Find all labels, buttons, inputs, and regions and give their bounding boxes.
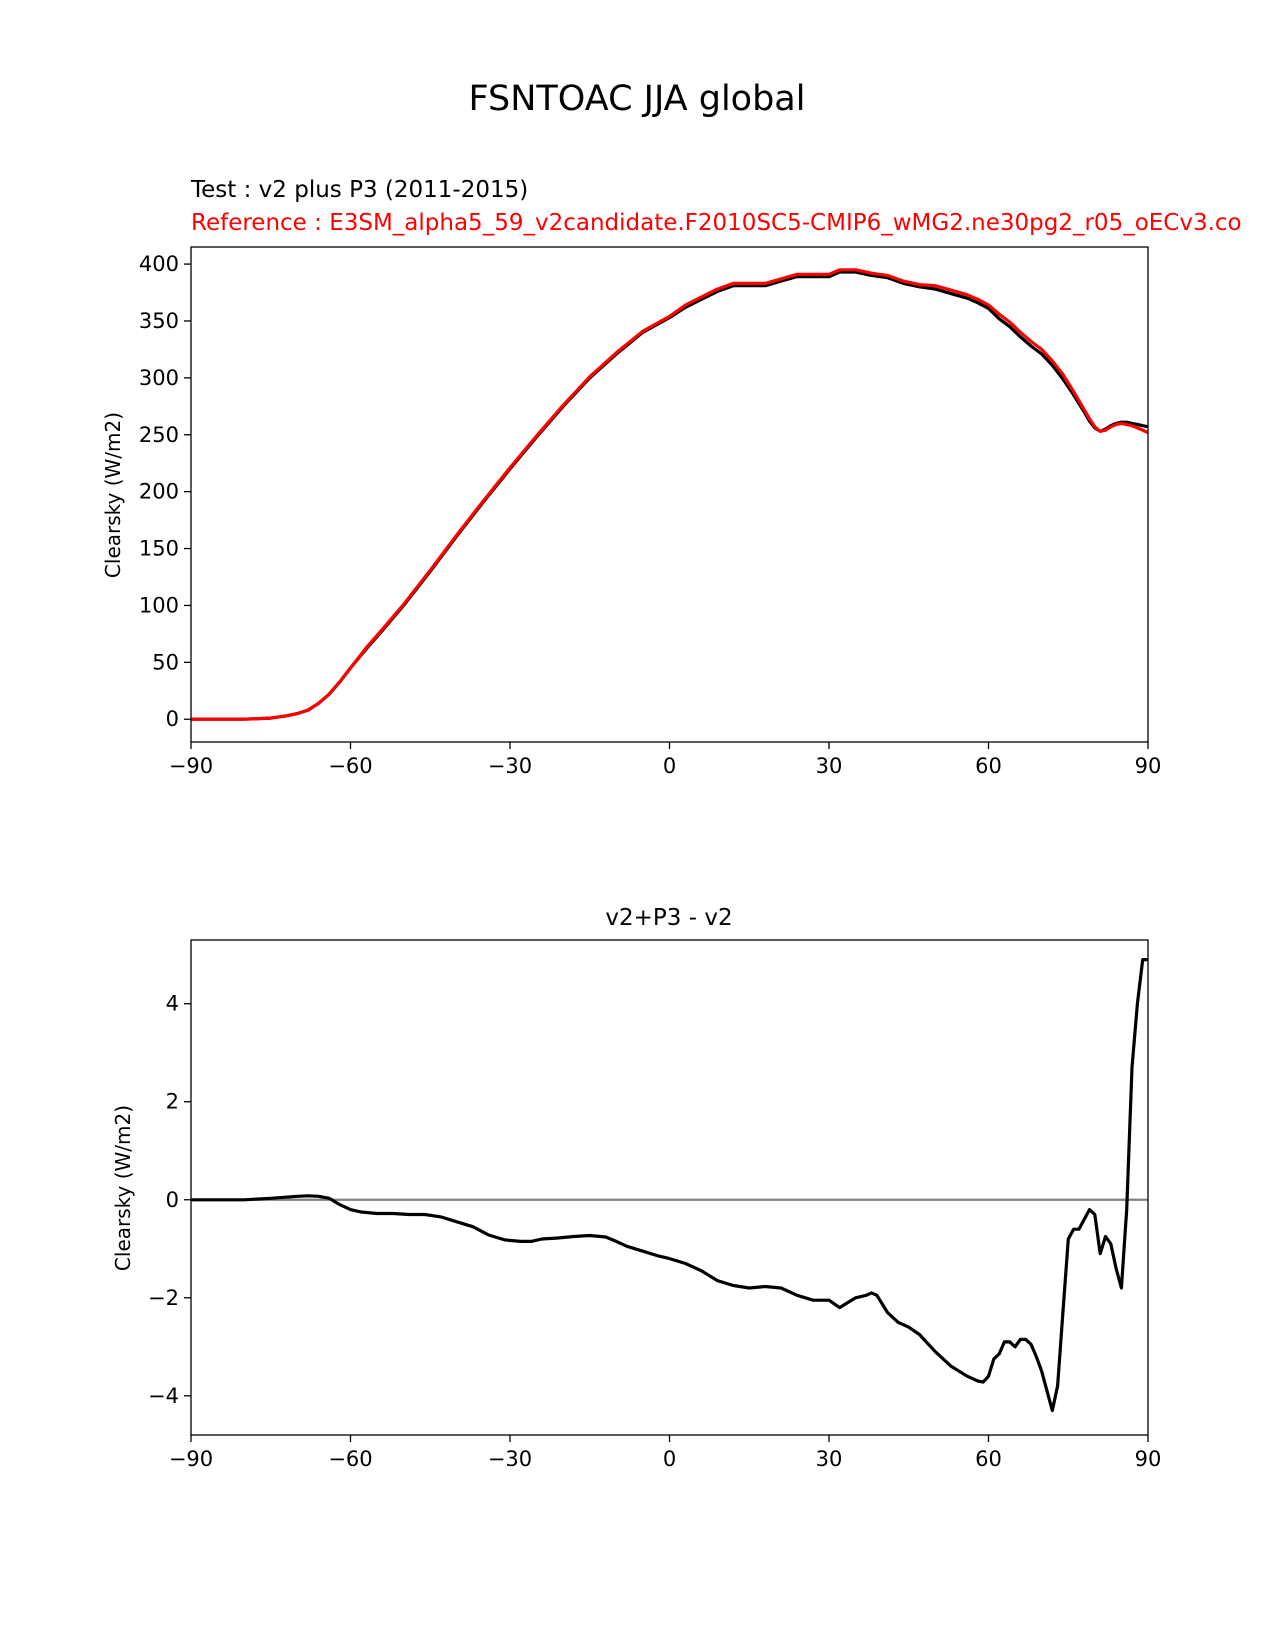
top-ytick-label: 50	[152, 650, 179, 674]
bottom-ytick-label: −4	[148, 1384, 179, 1408]
bottom-axes-frame	[190, 939, 1149, 1436]
bottom-xtick-label: 90	[1135, 1447, 1162, 1471]
top-xtick-label: −90	[169, 754, 213, 778]
bottom-ylabel: Clearsky (W/m2)	[111, 1105, 135, 1271]
top-xtick-label: 30	[816, 754, 843, 778]
top-series-test	[191, 270, 1148, 721]
top-xtick-label: 90	[1135, 754, 1162, 778]
top-ytick-label: 350	[139, 309, 179, 333]
top-xtick-label: 60	[975, 754, 1002, 778]
top-xtick-label: −60	[328, 754, 372, 778]
bottom-series-difference	[191, 957, 1148, 1413]
top-series-reference	[191, 268, 1148, 721]
top-ytick-label: 0	[166, 707, 179, 731]
bottom-ytick-label: 4	[166, 992, 179, 1016]
bottom-xtick-label: 30	[816, 1447, 843, 1471]
bottom-title: v2+P3 - v2	[605, 905, 732, 931]
bottom-xtick-label: −90	[169, 1447, 213, 1471]
bottom-ytick-label: 0	[166, 1188, 179, 1212]
top-test-title: Test : v2 plus P3 (2011-2015)	[190, 177, 528, 203]
top-ytick-label: 200	[139, 480, 179, 504]
top-xtick-label: −30	[488, 754, 532, 778]
bottom-xtick-label: 0	[663, 1447, 676, 1471]
top-ytick-label: 100	[139, 593, 179, 617]
top-ytick-label: 250	[139, 423, 179, 447]
top-reference-title: Reference : E3SM_alpha5_59_v2candidate.F…	[191, 210, 1242, 236]
figure-suptitle: FSNTOAC JJA global	[469, 79, 806, 119]
bottom-ytick-label: −2	[148, 1286, 179, 1310]
top-ylabel: Clearsky (W/m2)	[101, 412, 125, 578]
bottom-ytick-label: 2	[166, 1090, 179, 1114]
top-ytick-label: 300	[139, 366, 179, 390]
bottom-plot-area: −90 −60 −30 0 30 60 90 −4 −2 0 2 4	[148, 939, 1162, 1471]
bottom-xtick-label: −60	[328, 1447, 372, 1471]
top-xtick-label: 0	[663, 754, 676, 778]
top-ytick-label: 400	[139, 252, 179, 276]
bottom-xtick-label: −30	[488, 1447, 532, 1471]
bottom-xtick-label: 60	[975, 1447, 1002, 1471]
top-plot-area: −90 −60 −30 0 30 60 90 0 50 100 150 200 250 300 350 400	[139, 246, 1162, 778]
bottom-panel: v2+P3 - v2 Clearsky (W/m2) −90 −60 −30 0 30 6…	[111, 905, 1161, 1471]
top-panel: Test : v2 plus P3 (2011-2015) Reference …	[101, 177, 1242, 778]
top-ytick-label: 150	[139, 537, 179, 561]
